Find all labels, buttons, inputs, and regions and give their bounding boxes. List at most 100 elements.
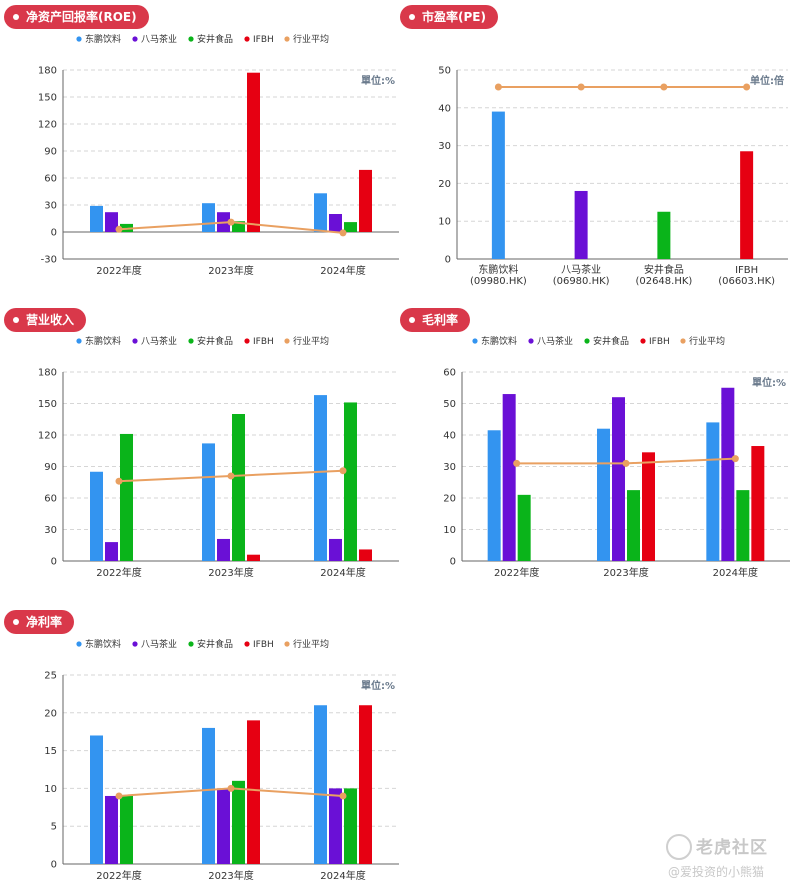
y-tick-label: 0 <box>51 228 57 239</box>
x-tick-label: 2022年度 <box>96 566 141 579</box>
legend-label: IFBH <box>649 337 670 347</box>
tiger-logo-icon <box>666 834 692 860</box>
bar-东鹏饮料 <box>90 735 103 864</box>
y-tick-label: 20 <box>443 494 456 505</box>
gross-chart: 东鹏饮料 八马茶业 安井食品 IFBH 行业平均 0 10 20 30 40 50 60 單位:% 202… <box>443 335 790 579</box>
x-tick-label: 2024年度 <box>320 566 365 579</box>
bar-东鹏饮料 <box>487 430 501 561</box>
bar-东鹏饮料 <box>314 395 327 561</box>
y-tick-label: 10 <box>438 217 451 228</box>
legend-marker <box>244 641 250 647</box>
legend-marker <box>680 338 686 344</box>
x-tick-label: 安井食品 <box>644 263 684 276</box>
bar-安井食品 <box>232 221 245 232</box>
bar-IFBH <box>359 549 372 561</box>
bar-安井食品 <box>344 788 357 864</box>
legend-label: IFBH <box>253 337 274 347</box>
legend-marker <box>284 36 290 42</box>
x-tick-label: 2023年度 <box>208 869 253 882</box>
y-tick-label: 150 <box>38 399 57 410</box>
y-tick-label: 5 <box>51 822 57 833</box>
y-tick-label: 10 <box>443 525 456 536</box>
bar-东鹏饮料 <box>202 443 215 561</box>
watermark-subtitle: @爱投资的小熊猫 <box>668 865 765 879</box>
bar-pe <box>740 151 754 259</box>
net-chart: 东鹏饮料 八马茶业 安井食品 IFBH 行业平均 0 5 10 15 20 25 單位:% 2022年度… <box>44 638 399 882</box>
legend-label: 安井食品 <box>197 33 233 45</box>
roe-badge: 净资产回报率(ROE) <box>4 5 149 29</box>
x-tick-label: (06980.HK) <box>553 276 610 287</box>
legend-label: 行业平均 <box>293 33 329 45</box>
y-tick-label: 180 <box>38 368 57 379</box>
legend-label: 八马茶业 <box>141 335 177 347</box>
legend-marker <box>132 36 138 42</box>
y-tick-label: 0 <box>445 255 451 266</box>
x-tick-label: 2023年度 <box>208 264 253 277</box>
bar-安井食品 <box>120 795 133 864</box>
watermark: 老虎社区 @爱投资的小熊猫 <box>664 833 784 883</box>
y-tick-label: 150 <box>38 93 57 104</box>
bar-八马茶业 <box>217 788 230 864</box>
y-tick-label: 20 <box>438 179 451 190</box>
y-tick-label: 60 <box>443 368 456 379</box>
unit-label: 單位:% <box>361 74 395 87</box>
bar-IFBH <box>247 720 260 864</box>
bar-东鹏饮料 <box>597 428 610 561</box>
y-tick-label: 30 <box>438 141 451 152</box>
revenue-badge: 营业收入 <box>4 308 87 332</box>
bar-IFBH <box>642 452 655 561</box>
avg-point <box>115 225 123 233</box>
y-tick-label: 0 <box>450 557 456 568</box>
avg-point <box>115 792 123 800</box>
y-tick-label: 50 <box>443 399 456 410</box>
x-tick-label: 八马茶业 <box>561 263 601 276</box>
legend-marker <box>188 36 194 42</box>
y-tick-label: 0 <box>51 860 57 871</box>
avg-point <box>577 83 585 91</box>
legend-label: 安井食品 <box>593 335 629 347</box>
y-tick-label: 10 <box>44 784 57 795</box>
bar-八马茶业 <box>105 795 118 864</box>
legend-label: 东鹏饮料 <box>481 335 517 347</box>
bar-东鹏饮料 <box>90 205 103 232</box>
x-tick-label: (09980.HK) <box>470 276 527 287</box>
bar-安井食品 <box>120 433 133 561</box>
legend-marker <box>584 338 590 344</box>
y-tick-label: 120 <box>38 120 57 131</box>
x-tick-label: 2022年度 <box>96 264 141 277</box>
bar-pe <box>491 111 505 259</box>
legend-marker <box>76 36 82 42</box>
bar-东鹏饮料 <box>202 203 215 232</box>
y-tick-label: 90 <box>44 462 57 473</box>
avg-point <box>622 459 630 467</box>
pe-badge: 市盈率(PE) <box>400 5 498 29</box>
bar-IFBH <box>247 72 260 232</box>
x-tick-label: (06603.HK) <box>718 276 775 287</box>
x-tick-label: 2022年度 <box>96 869 141 882</box>
y-tick-label: 90 <box>44 147 57 158</box>
legend-marker <box>76 338 82 344</box>
bar-安井食品 <box>517 494 531 561</box>
y-tick-label: 30 <box>44 525 57 536</box>
watermark-title: 老虎社区 <box>696 838 768 858</box>
bar-IFBH <box>247 554 260 561</box>
bar-IFBH <box>359 705 372 864</box>
avg-point <box>339 229 347 237</box>
y-tick-label: 25 <box>44 671 57 682</box>
bar-八马茶业 <box>329 538 342 561</box>
legend-marker <box>284 338 290 344</box>
legend-label: 东鹏饮料 <box>85 335 121 347</box>
bar-安井食品 <box>344 402 357 561</box>
y-tick-label: 40 <box>438 103 451 114</box>
y-tick-label: 60 <box>44 174 57 185</box>
y-tick-label: 30 <box>44 201 57 212</box>
x-tick-label: 2024年度 <box>320 869 365 882</box>
avg-point <box>513 459 521 467</box>
bar-八马茶业 <box>502 394 516 561</box>
x-tick-label: 2024年度 <box>320 264 365 277</box>
x-tick-label: 2024年度 <box>713 566 758 579</box>
roe-chart: 东鹏饮料 八马茶业 安井食品 IFBH 行业平均 -30 0 30 60 90 120 150 180 單… <box>38 33 399 277</box>
bar-pe <box>574 190 588 259</box>
bar-八马茶业 <box>105 542 118 561</box>
avg-point <box>227 472 235 480</box>
